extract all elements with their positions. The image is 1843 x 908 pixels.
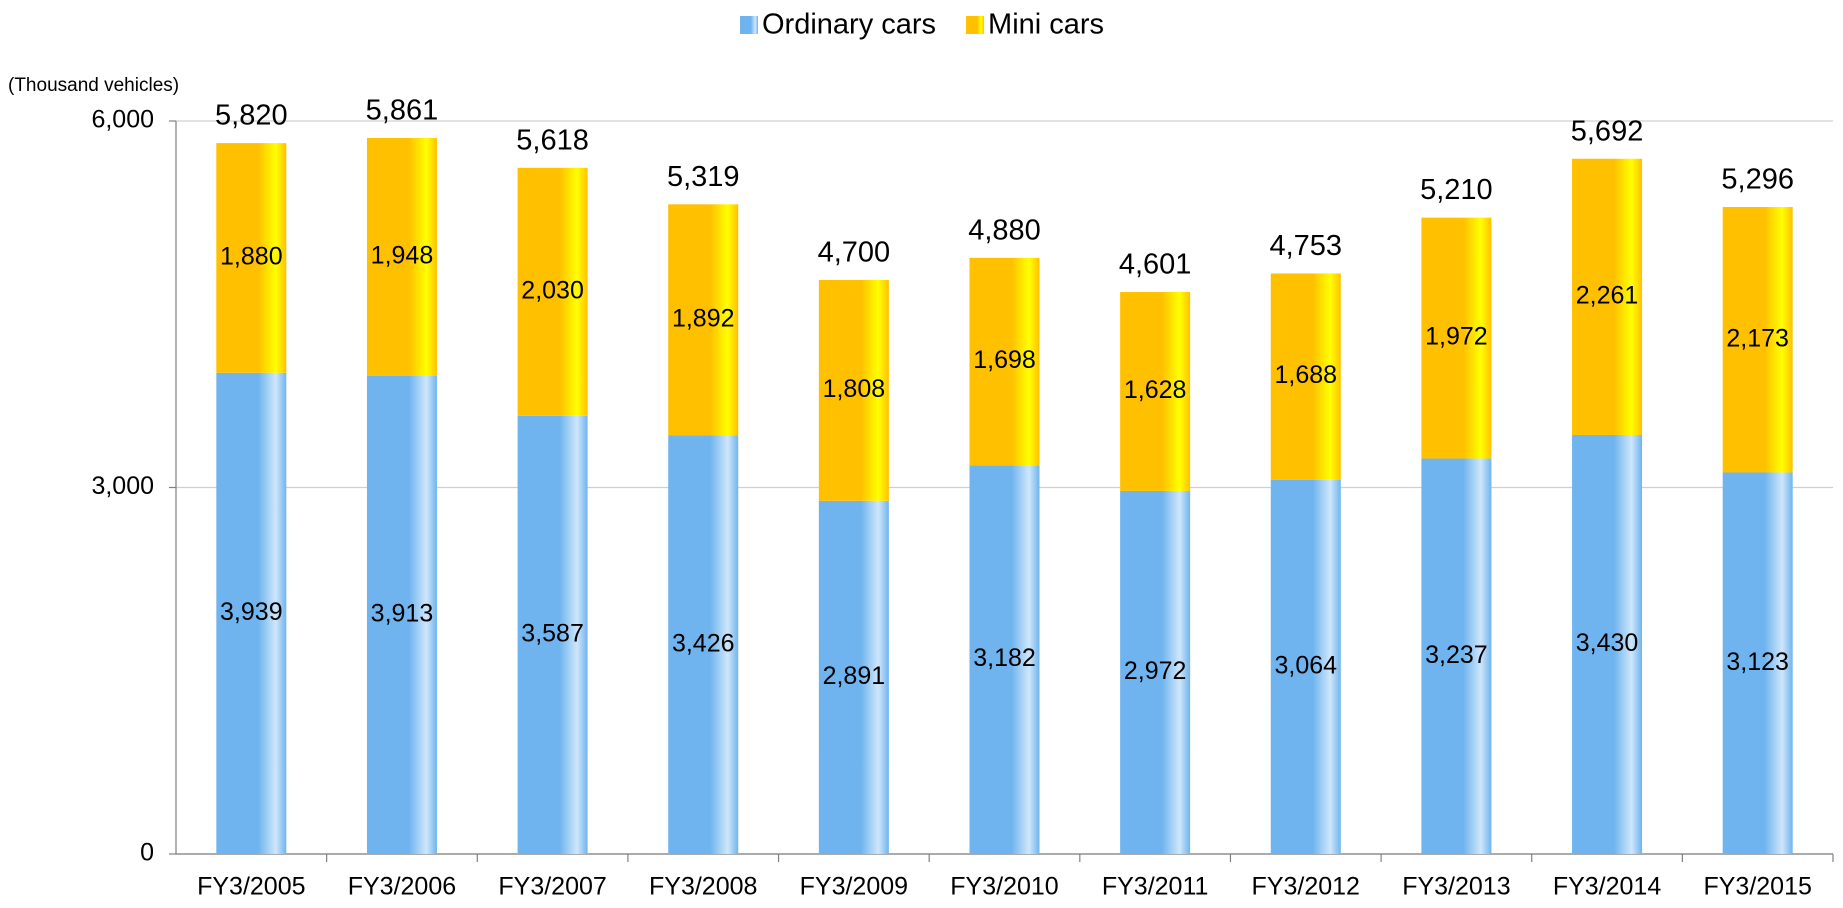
legend-swatch	[966, 16, 985, 34]
data-label: 1,948	[371, 242, 434, 270]
x-tick-label: FY3/2009	[800, 873, 908, 901]
data-label: 1,698	[973, 346, 1036, 374]
bar-segment	[668, 204, 739, 436]
data-label: 1,880	[220, 243, 283, 271]
x-tick-label: FY3/2007	[498, 873, 606, 901]
data-label: 2,030	[521, 276, 584, 304]
bar-segment	[668, 435, 739, 854]
bar-segment	[1120, 292, 1191, 491]
total-label: 4,601	[1119, 249, 1192, 281]
bar-segment	[969, 257, 1040, 466]
data-label: 3,182	[973, 644, 1036, 672]
data-label: 2,173	[1726, 324, 1789, 352]
bar-segment	[818, 279, 889, 501]
total-label: 5,618	[516, 124, 589, 156]
bar-segment	[1572, 158, 1643, 435]
total-label: 5,861	[366, 95, 439, 127]
data-label: 1,688	[1274, 361, 1337, 389]
data-label: 3,939	[220, 598, 283, 626]
bar-segment	[517, 167, 588, 416]
x-tick-label: FY3/2010	[950, 873, 1058, 901]
bar-segment	[1270, 479, 1341, 854]
bar-segment	[969, 465, 1040, 854]
data-label: 1,628	[1124, 376, 1187, 404]
bar-segment	[818, 500, 889, 854]
bar-segment	[1572, 434, 1643, 854]
data-label: 2,261	[1576, 281, 1639, 309]
bar-segment	[1421, 458, 1492, 854]
total-label: 5,296	[1721, 164, 1794, 196]
total-label: 5,210	[1420, 174, 1493, 206]
data-label: 2,891	[823, 662, 886, 690]
legend-swatch	[740, 16, 758, 34]
bar-segment	[1421, 217, 1492, 459]
y-tick-label: 3,000	[91, 472, 154, 500]
total-label: 4,700	[818, 236, 891, 268]
legend-label: Ordinary cars	[762, 9, 936, 41]
total-label: 4,880	[968, 214, 1041, 246]
x-tick-label: FY3/2015	[1703, 873, 1811, 901]
x-tick-label: FY3/2008	[649, 873, 757, 901]
data-label: 2,972	[1124, 657, 1187, 685]
x-tick-label: FY3/2005	[197, 873, 305, 901]
legend-label: Mini cars	[988, 9, 1104, 41]
data-label: 3,430	[1576, 629, 1639, 657]
x-tick-label: FY3/2014	[1553, 873, 1662, 901]
data-label: 3,587	[521, 620, 584, 648]
bar-segment	[517, 415, 588, 854]
data-label: 3,064	[1274, 651, 1337, 679]
x-tick-label: FY3/2012	[1252, 873, 1360, 901]
bar-segment	[1120, 490, 1191, 854]
data-label: 1,972	[1425, 323, 1488, 351]
total-label: 5,692	[1571, 115, 1644, 147]
data-label: 3,426	[672, 629, 735, 657]
data-label: 1,892	[672, 304, 735, 332]
data-label: 3,913	[371, 600, 434, 628]
data-label: 1,808	[823, 375, 886, 403]
bar-segment	[1722, 207, 1793, 473]
y-tick-label: 6,000	[91, 106, 154, 134]
bar-segment	[366, 137, 437, 376]
y-tick-label: 0	[140, 839, 154, 867]
total-label: 5,319	[667, 161, 740, 193]
bar-segment	[216, 372, 287, 854]
x-tick-label: FY3/2013	[1402, 873, 1510, 901]
x-tick-label: FY3/2006	[348, 873, 456, 901]
total-label: 4,753	[1269, 230, 1342, 262]
total-label: 5,820	[215, 100, 288, 132]
bar-segment	[1270, 273, 1341, 480]
y-axis-label: (Thousand vehicles)	[8, 75, 179, 96]
bar-segment	[216, 143, 287, 373]
bar-segment	[1722, 472, 1793, 854]
bar-segment	[366, 375, 437, 854]
data-label: 3,123	[1726, 648, 1789, 676]
data-label: 3,237	[1425, 641, 1488, 669]
x-tick-label: FY3/2011	[1102, 873, 1209, 901]
